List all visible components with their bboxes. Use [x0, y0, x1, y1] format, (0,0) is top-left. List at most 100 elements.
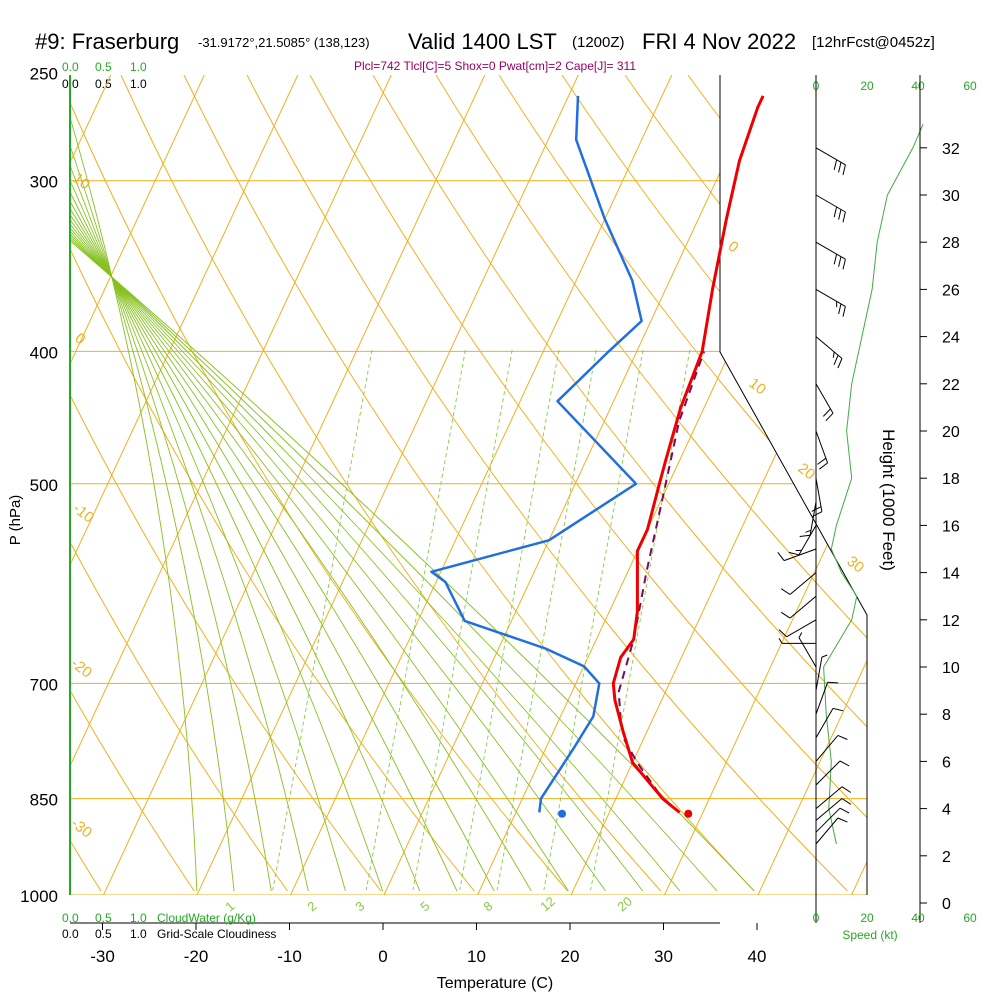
mixing-ratio-label: 12 [537, 894, 558, 915]
wind-barb [815, 288, 846, 307]
wind-barb [815, 807, 841, 833]
top-cloudiness-2: 1.0 [130, 77, 147, 91]
wind-barb [815, 336, 843, 359]
wind-barb-flag [832, 351, 835, 358]
height-tick-label: 20 [942, 424, 960, 441]
isotherm-line [0, 75, 17, 895]
temperature-tick-label: -10 [277, 947, 302, 966]
temperature-tick-label: 20 [561, 947, 580, 966]
forecast-date: FRI 4 Nov 2022 [642, 29, 796, 54]
moist-adiabat-line [70, 75, 384, 892]
moist-adiabat-line [70, 75, 644, 892]
valid-time: Valid 1400 LST [408, 29, 557, 54]
speed-label: Speed (kt) [842, 928, 897, 942]
mixing-ratio-line [412, 349, 513, 891]
height-tick-label: 16 [942, 518, 960, 535]
dry-adiabat-label: -20 [68, 655, 96, 682]
dry-adiabat-line [750, 75, 867, 892]
pressure-ticks: 250 300 400 500 700 850 1000 [20, 65, 58, 906]
wind-barb-flag [832, 707, 844, 712]
moist-adiabats [70, 75, 755, 892]
moist-adiabat-line [70, 75, 198, 892]
top-cloudiness-1: 0.5 [95, 77, 112, 91]
wind-barb [815, 682, 829, 715]
height-tick-label: 28 [942, 235, 960, 252]
wind-barb-flag [838, 256, 842, 267]
temperature-ticks: -30 -20 -10 0 10 20 30 40 [90, 923, 766, 966]
wind-barb-flag [841, 798, 852, 805]
pressure-tick-label: 300 [30, 173, 58, 192]
mixing-ratio-line [272, 349, 373, 891]
wind-barb-flag [788, 551, 800, 556]
bottom-cloud-scale: 0.0 0.5 1.0 CloudWater (g/Kg) 0.0 0.5 1.… [62, 911, 276, 941]
bottom-speed-0: 0 [813, 911, 820, 925]
dry-adiabat-line [70, 75, 475, 892]
temperature-tick-label: 0 [378, 947, 387, 966]
moist-adiabat-line [70, 75, 606, 892]
dry-adiabat-label: 30 [844, 553, 868, 577]
plot-right-border [719, 75, 868, 895]
isotherm-line [103, 75, 486, 895]
bottom-cloudiness-2: 1.0 [130, 927, 147, 941]
wind-barb-flag [821, 654, 828, 658]
temperature-tick-label: -30 [90, 947, 115, 966]
moist-adiabat-line [70, 75, 569, 892]
wind-barb-flag [837, 817, 848, 823]
bottom-cloudwater-2: 1.0 [130, 911, 147, 925]
isotherm-line [757, 75, 867, 895]
wind-speed-profile [823, 124, 924, 845]
wind-barb-flag [841, 786, 852, 793]
wind-barb-flag [799, 534, 811, 537]
dry-adiabat-line [70, 75, 568, 892]
height-axis-label: Height (1000 Feet) [879, 429, 898, 571]
isotherm-line [290, 75, 673, 895]
dry-adiabat-label: -10 [70, 500, 98, 527]
sounding-traces [430, 95, 765, 818]
pressure-tick-label: 850 [30, 791, 58, 810]
dry-adiabat-line [813, 75, 867, 892]
wind-barb-flag [811, 506, 822, 512]
moist-adiabat-line [70, 75, 421, 892]
height-tick-label: 6 [942, 754, 951, 771]
wind-barb [815, 657, 823, 691]
mixing-ratio-label: 2 [304, 898, 319, 914]
pressure-axis-label: P (hPa) [7, 495, 24, 546]
height-tick-label: 8 [942, 707, 951, 724]
top-cloudwater-2: 1.0 [130, 60, 147, 74]
height-tick-label: 14 [942, 566, 960, 583]
wind-barb [815, 735, 839, 762]
height-tick-label: 30 [942, 188, 960, 205]
pressure-tick-label: 250 [30, 65, 58, 84]
dry-adiabat-line [120, 75, 662, 892]
bottom-speed-3: 60 [963, 911, 977, 925]
height-tick-label: 0 [942, 896, 951, 913]
wind-barb [815, 383, 834, 414]
top-speed-black-2: 40 [911, 79, 925, 93]
dewpoint-trace [430, 95, 643, 813]
wind-barb [798, 525, 817, 556]
bottom-cloudiness-1: 0.5 [95, 927, 112, 941]
pressure-tick-label: 700 [30, 675, 58, 694]
isotherm-line [383, 75, 766, 895]
isotherm-line [70, 75, 299, 895]
wind-barb-flag [838, 162, 842, 173]
dry-adiabat-label: 0 [72, 330, 89, 349]
mixing-ratio-label: 3 [352, 898, 367, 914]
wind-barb-flag [842, 306, 846, 317]
wind-barb-flag [833, 206, 838, 218]
height-tick-label: 24 [942, 330, 960, 347]
top-cloudwater-scale: 0.0 0.5 1.0 0.0 0.5 1.0 [62, 60, 147, 91]
wind-barb [815, 147, 846, 166]
wind-barb [786, 619, 817, 638]
moist-adiabat-line [70, 75, 681, 892]
dry-adiabat-line [309, 75, 867, 892]
temperature-tick-label: 10 [467, 947, 486, 966]
isotherm-line [851, 75, 867, 895]
wind-barb-flag [842, 211, 846, 223]
dry-adiabat-line [70, 75, 289, 892]
wind-barb [783, 548, 817, 562]
moist-adiabat-line [70, 75, 532, 892]
wind-barb-flag [839, 807, 850, 814]
